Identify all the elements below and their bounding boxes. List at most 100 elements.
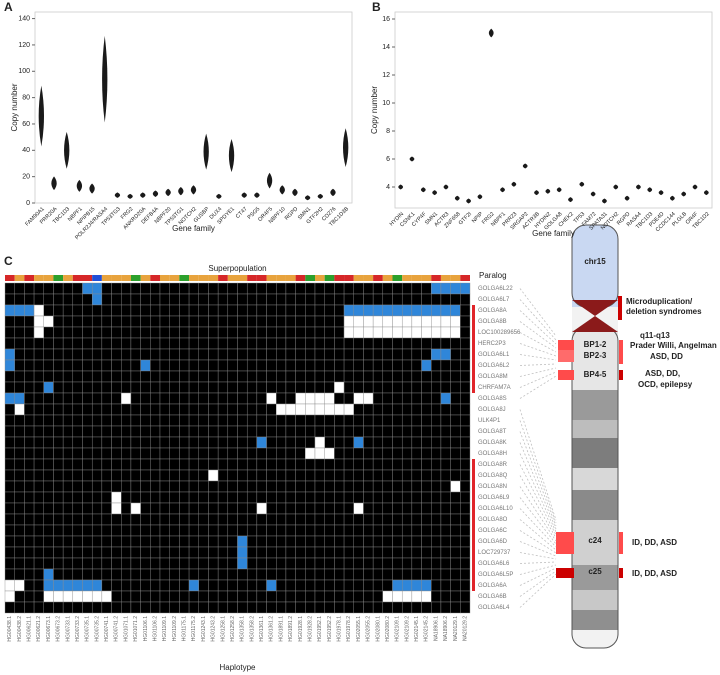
connector	[519, 375, 557, 399]
cell	[460, 546, 471, 559]
connector	[519, 363, 557, 366]
cell	[140, 601, 151, 614]
cell	[266, 546, 277, 559]
cell	[179, 370, 190, 383]
connector	[519, 475, 557, 539]
cell	[111, 524, 122, 537]
cell	[227, 535, 238, 548]
cell	[237, 546, 248, 559]
cell	[305, 568, 316, 581]
cell	[440, 524, 451, 537]
cell	[72, 304, 83, 317]
superpopulation-cell	[305, 275, 315, 281]
cell	[159, 557, 170, 570]
cell	[130, 447, 141, 460]
cell	[372, 557, 384, 570]
cell	[431, 546, 442, 559]
cell	[62, 304, 74, 317]
cell	[121, 315, 132, 328]
cell	[91, 282, 103, 295]
cell	[382, 436, 393, 449]
row-label: GOLGA8J	[478, 407, 506, 413]
cell	[159, 414, 170, 427]
cell	[246, 304, 258, 317]
cell	[53, 513, 64, 526]
cell	[363, 425, 374, 438]
cell	[72, 370, 83, 383]
y-axis-label: Copy number	[10, 83, 19, 131]
cell	[33, 579, 44, 592]
violin	[342, 128, 349, 168]
cell	[101, 480, 112, 493]
cell	[217, 304, 229, 317]
cell	[140, 304, 151, 317]
cell	[111, 392, 122, 405]
cell	[334, 403, 345, 416]
cell	[276, 480, 287, 493]
cell	[353, 403, 364, 416]
cell	[285, 348, 296, 361]
cell	[421, 601, 432, 614]
cell	[353, 579, 364, 592]
cell	[43, 447, 54, 460]
cell	[14, 359, 25, 372]
cell	[353, 392, 364, 405]
cell	[217, 513, 229, 526]
cell	[276, 414, 287, 427]
cell	[392, 359, 403, 372]
cell	[24, 546, 35, 559]
cell	[343, 601, 354, 614]
cell	[411, 392, 422, 405]
cell	[24, 436, 35, 449]
cell	[392, 480, 403, 493]
violin	[613, 184, 619, 190]
cell	[237, 403, 248, 416]
cell	[4, 557, 15, 570]
cell	[246, 491, 258, 504]
cell	[53, 601, 64, 614]
cell	[460, 491, 471, 504]
cell	[188, 502, 199, 515]
cell	[343, 513, 354, 526]
cell	[334, 513, 345, 526]
region-label: c24	[588, 536, 602, 545]
cell	[363, 513, 374, 526]
cell	[217, 425, 229, 438]
cell	[266, 348, 277, 361]
cell	[334, 458, 345, 471]
cell	[334, 447, 345, 460]
cell	[198, 469, 209, 482]
cell	[401, 403, 413, 416]
violin	[64, 131, 70, 169]
cell	[343, 447, 354, 460]
cell	[227, 370, 238, 383]
x-axis-label: Haplotype	[219, 663, 256, 672]
column-label: HG01978.2	[346, 616, 352, 642]
cell	[82, 568, 93, 581]
cell	[401, 458, 413, 471]
cell	[314, 469, 325, 482]
cell	[440, 304, 451, 317]
cell	[43, 348, 54, 361]
cell	[130, 392, 141, 405]
cell	[440, 293, 451, 306]
cell	[276, 337, 287, 350]
cell	[227, 392, 238, 405]
cell	[217, 535, 229, 548]
cell	[382, 535, 393, 548]
cell	[101, 403, 112, 416]
cell	[188, 513, 199, 526]
cell	[411, 601, 422, 614]
row-label: GOLGA8B	[478, 319, 507, 325]
cell	[382, 557, 393, 570]
cell	[130, 502, 141, 515]
cell	[343, 425, 354, 438]
cell	[208, 359, 219, 372]
cell	[91, 480, 103, 493]
cell	[188, 491, 199, 504]
row-label: GOLGA8T	[478, 429, 507, 435]
cell	[256, 535, 267, 548]
cell	[101, 601, 112, 614]
cell	[179, 392, 190, 405]
cell	[256, 601, 267, 614]
